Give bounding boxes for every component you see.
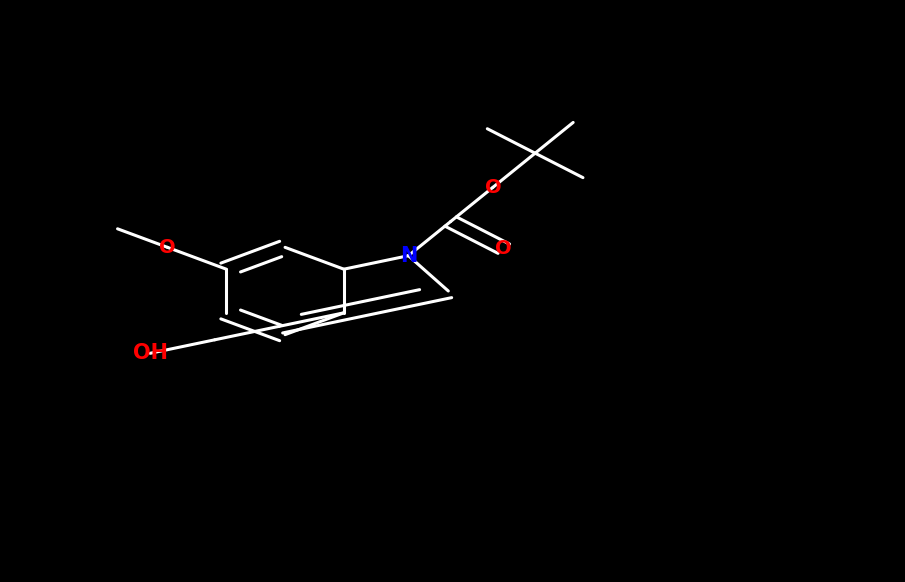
Text: OH: OH bbox=[133, 343, 167, 363]
Text: O: O bbox=[495, 239, 512, 258]
Text: O: O bbox=[484, 178, 501, 197]
Text: N: N bbox=[400, 246, 417, 266]
Text: O: O bbox=[159, 238, 176, 257]
